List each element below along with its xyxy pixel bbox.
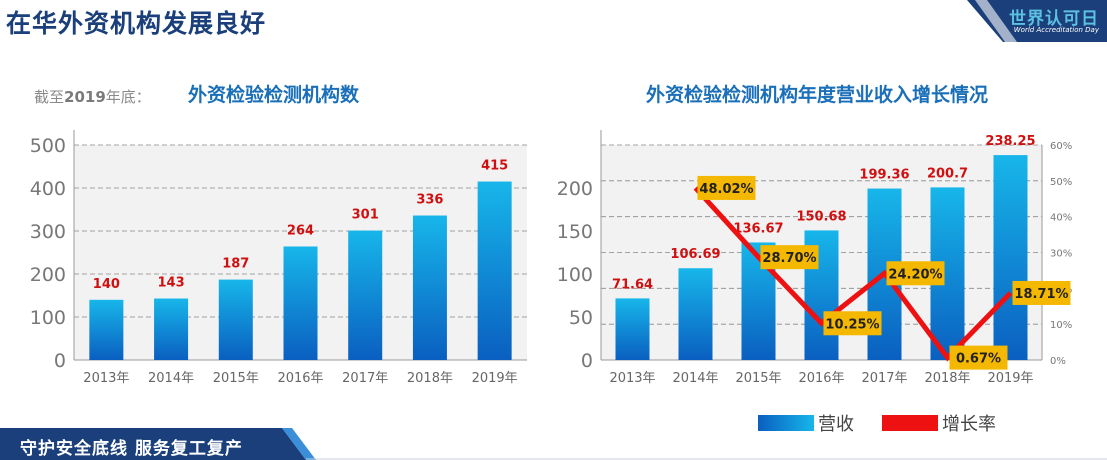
growth-callout: 0.67% [949, 345, 1008, 370]
y-tick-label: 200 [30, 264, 66, 286]
y-tick-label: 400 [30, 178, 66, 200]
logo-subtitle: World Accreditation Day [1013, 26, 1099, 34]
y-tick-label: 150 [557, 221, 593, 243]
y-tick-label: 500 [30, 135, 66, 157]
bar-2018年 [412, 215, 447, 360]
x-tick-label: 2018年 [407, 371, 453, 386]
y-tick-label: 0 [581, 350, 593, 372]
bar-2019年 [993, 155, 1028, 360]
footer-band [0, 428, 1107, 460]
callout-box [886, 261, 945, 286]
x-tick-label: 2019年 [472, 371, 518, 386]
note-suffix: 年底： [105, 88, 151, 106]
y-tick-label: 50 [569, 307, 593, 329]
growth-callout: 48.02% [697, 175, 756, 200]
x-tick-label: 2019年 [987, 371, 1033, 386]
callout-box [1012, 280, 1071, 305]
legend-item-revenue: 营收 [758, 410, 854, 436]
y-tick-label: 100 [30, 307, 66, 329]
legend-swatch-growth [882, 415, 938, 431]
bar-2019年 [477, 181, 512, 360]
bar-value-label: 264 [287, 223, 314, 238]
growth-callout: 28.70% [760, 245, 819, 270]
logo-title: 世界认可日 [1009, 9, 1099, 29]
y-tick-label: 100 [557, 264, 593, 286]
bar-value-label: 143 [158, 276, 185, 291]
x-tick-label: 2016年 [798, 371, 844, 386]
x-tick-label: 2015年 [213, 371, 259, 386]
y-tick-label: 200 [557, 178, 593, 200]
footer-slogan: 守护安全底线 服务复工复产 [20, 439, 243, 459]
callout-box [697, 175, 756, 200]
x-tick-label: 2017年 [861, 371, 907, 386]
callout-box [760, 245, 819, 270]
x-tick-label: 2014年 [148, 371, 194, 386]
note-prefix: 截至 [34, 88, 65, 106]
legend-label-revenue: 营收 [818, 414, 854, 435]
bar-2013年 [89, 299, 124, 360]
bar-2015年 [218, 279, 253, 360]
growth-value-label: 18.71% [1014, 287, 1068, 302]
callout-box [949, 345, 1008, 370]
y2-tick-label: 40% [1050, 213, 1072, 224]
note-year: 2019 [64, 88, 106, 106]
legend-swatch-revenue [758, 415, 814, 431]
growth-value-label: 28.70% [762, 251, 816, 266]
growth-value-label: 24.20% [888, 267, 942, 282]
growth-value-label: 48.02% [699, 182, 753, 197]
y-tick-label: 0 [54, 350, 66, 372]
world-accreditation-day-logo: 世界认可日 World Accreditation Day [967, 0, 1107, 42]
y2-tick-label: 30% [1050, 249, 1072, 260]
x-tick-label: 2017年 [342, 371, 388, 386]
callout-box [823, 311, 882, 336]
logo-background [967, 0, 1107, 42]
y2-tick-label: 0% [1050, 356, 1066, 367]
bar-value-label: 187 [222, 257, 249, 272]
bar-2014年 [154, 298, 189, 360]
bar-value-label: 140 [93, 277, 120, 292]
bar-2017年 [348, 230, 383, 360]
x-tick-label: 2014年 [672, 371, 718, 386]
bar-value-label: 136.67 [733, 221, 783, 236]
bar-value-label: 150.68 [796, 209, 846, 224]
right-chart: 0%10%20%30%40%50%60%05010015020071.64201… [557, 130, 1072, 386]
x-tick-label: 2013年 [83, 371, 129, 386]
bar-value-label: 415 [481, 159, 508, 174]
left-chart-title: 外资检验检测机构数 [188, 84, 360, 106]
y2-tick-label: 50% [1050, 177, 1072, 188]
bar-value-label: 238.25 [985, 134, 1035, 149]
growth-value-label: 0.67% [956, 352, 1001, 367]
bar-value-label: 199.36 [859, 168, 909, 183]
growth-value-label: 10.25% [825, 317, 879, 332]
x-tick-label: 2013年 [609, 371, 655, 386]
growth-callout: 24.20% [886, 261, 945, 286]
y2-tick-label: 60% [1050, 141, 1072, 152]
y2-tick-label: 10% [1050, 320, 1072, 331]
bar-value-label: 336 [416, 193, 443, 208]
bar-value-label: 301 [352, 208, 379, 223]
growth-callout: 18.71% [1012, 280, 1071, 305]
bar-2013年 [615, 298, 650, 360]
growth-callout: 10.25% [823, 311, 882, 336]
bar-value-label: 71.64 [612, 277, 653, 292]
left-chart: 0 100 200 300 400 500 140 2013年 143 2014年 187 2015年… [30, 130, 527, 386]
page-title: 在华外资机构发展良好 [6, 9, 267, 38]
bar-value-label: 200.7 [927, 166, 968, 181]
as-of-note: 截至2019年底： [34, 86, 151, 107]
bar-2016年 [283, 246, 318, 360]
x-tick-label: 2015年 [735, 371, 781, 386]
legend-item-growth: 增长率 [882, 410, 996, 436]
right-chart-title: 外资检验检测机构年度营业收入增长情况 [646, 84, 989, 106]
x-tick-label: 2016年 [277, 371, 323, 386]
bar-2014年 [678, 268, 713, 360]
y-tick-label: 300 [30, 221, 66, 243]
legend-label-growth: 增长率 [942, 414, 996, 435]
x-tick-label: 2018年 [924, 371, 970, 386]
bar-value-label: 106.69 [670, 247, 720, 262]
